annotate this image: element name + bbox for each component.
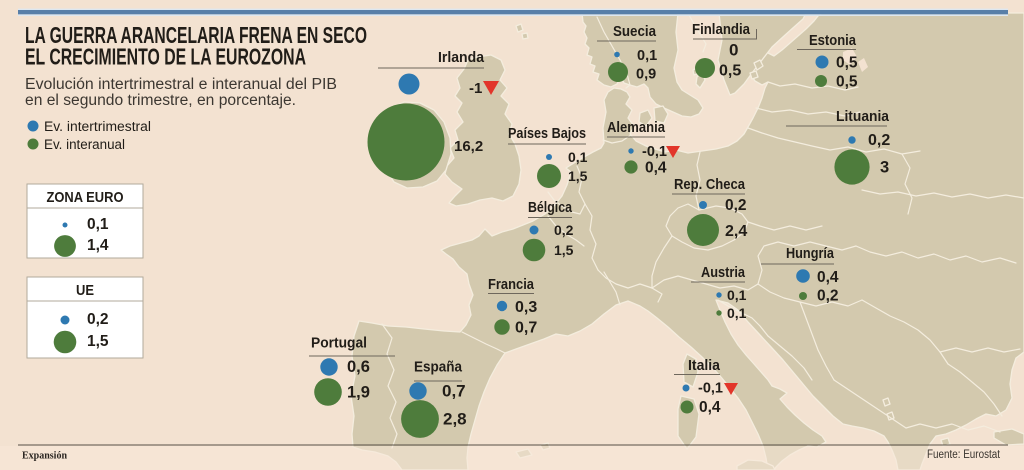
svg-text:en el segundo trimestre, en po: en el segundo trimestre, en porcentaje. — [25, 92, 296, 109]
svg-text:-1: -1 — [469, 80, 482, 97]
svg-text:Ev. intertrimestral: Ev. intertrimestral — [44, 119, 151, 134]
svg-text:Estonia: Estonia — [809, 33, 857, 49]
svg-text:Irlanda: Irlanda — [438, 50, 485, 66]
svg-text:1,9: 1,9 — [347, 384, 370, 402]
svg-text:0,9: 0,9 — [636, 67, 656, 83]
svg-text:Países Bajos: Países Bajos — [508, 126, 586, 142]
svg-text:Austria: Austria — [701, 265, 746, 281]
svg-text:0,5: 0,5 — [719, 63, 741, 80]
svg-text:Francia: Francia — [488, 277, 535, 293]
svg-text:0,2: 0,2 — [554, 222, 574, 238]
svg-text:Expansión: Expansión — [22, 450, 67, 462]
svg-text:0,2: 0,2 — [817, 288, 839, 305]
svg-text:Portugal: Portugal — [311, 336, 367, 352]
svg-text:0,7: 0,7 — [442, 382, 466, 401]
svg-text:0,4: 0,4 — [817, 269, 839, 286]
svg-text:0,1: 0,1 — [727, 287, 747, 303]
svg-text:Hungría: Hungría — [786, 246, 835, 262]
svg-text:0: 0 — [729, 41, 738, 60]
svg-text:2,8: 2,8 — [443, 410, 467, 429]
svg-text:0,1: 0,1 — [727, 305, 747, 321]
svg-text:España: España — [414, 360, 463, 376]
svg-text:0,5: 0,5 — [836, 55, 858, 72]
svg-text:1,5: 1,5 — [554, 242, 574, 258]
svg-text:0,1: 0,1 — [637, 48, 657, 64]
svg-text:0,1: 0,1 — [87, 216, 109, 233]
svg-text:0,2: 0,2 — [87, 311, 109, 328]
svg-text:UE: UE — [76, 282, 94, 299]
svg-text:-0,1: -0,1 — [698, 381, 723, 397]
svg-text:Suecia: Suecia — [613, 24, 657, 40]
svg-text:Bélgica: Bélgica — [528, 200, 573, 216]
svg-text:Rep. Checa: Rep. Checa — [674, 177, 746, 193]
svg-text:Lituania: Lituania — [836, 109, 890, 125]
svg-text:Finlandia: Finlandia — [692, 22, 751, 38]
svg-text:Alemania: Alemania — [607, 120, 666, 136]
svg-text:0,4: 0,4 — [699, 399, 721, 416]
svg-text:Italia: Italia — [688, 358, 721, 374]
svg-text:3: 3 — [880, 159, 889, 177]
svg-text:EL CRECIMIENTO DE LA EUROZONA: EL CRECIMIENTO DE LA EUROZONA — [25, 44, 306, 70]
svg-text:1,5: 1,5 — [87, 333, 109, 350]
svg-text:0,3: 0,3 — [515, 299, 537, 316]
svg-text:16,2: 16,2 — [454, 138, 483, 155]
svg-text:0,1: 0,1 — [568, 149, 588, 165]
svg-text:0,5: 0,5 — [836, 74, 858, 91]
svg-text:1,5: 1,5 — [568, 168, 588, 184]
svg-text:-0,1: -0,1 — [642, 144, 667, 160]
svg-text:2,4: 2,4 — [725, 223, 747, 240]
svg-text:LA GUERRA ARANCELARIA FRENA EN: LA GUERRA ARANCELARIA FRENA EN SECO — [25, 22, 367, 48]
svg-text:Evolución intertrimestral e in: Evolución intertrimestral e interanual d… — [25, 76, 337, 93]
svg-text:Ev. interanual: Ev. interanual — [44, 137, 125, 152]
svg-text:0,2: 0,2 — [725, 197, 747, 214]
svg-text:0,4: 0,4 — [645, 160, 667, 177]
svg-text:ZONA EURO: ZONA EURO — [47, 189, 124, 206]
svg-text:1,4: 1,4 — [87, 237, 109, 254]
svg-text:0,2: 0,2 — [868, 132, 890, 149]
svg-text:0,7: 0,7 — [515, 320, 537, 337]
svg-text:Fuente: Eurostat: Fuente: Eurostat — [927, 449, 1001, 461]
svg-text:0,6: 0,6 — [347, 358, 370, 376]
